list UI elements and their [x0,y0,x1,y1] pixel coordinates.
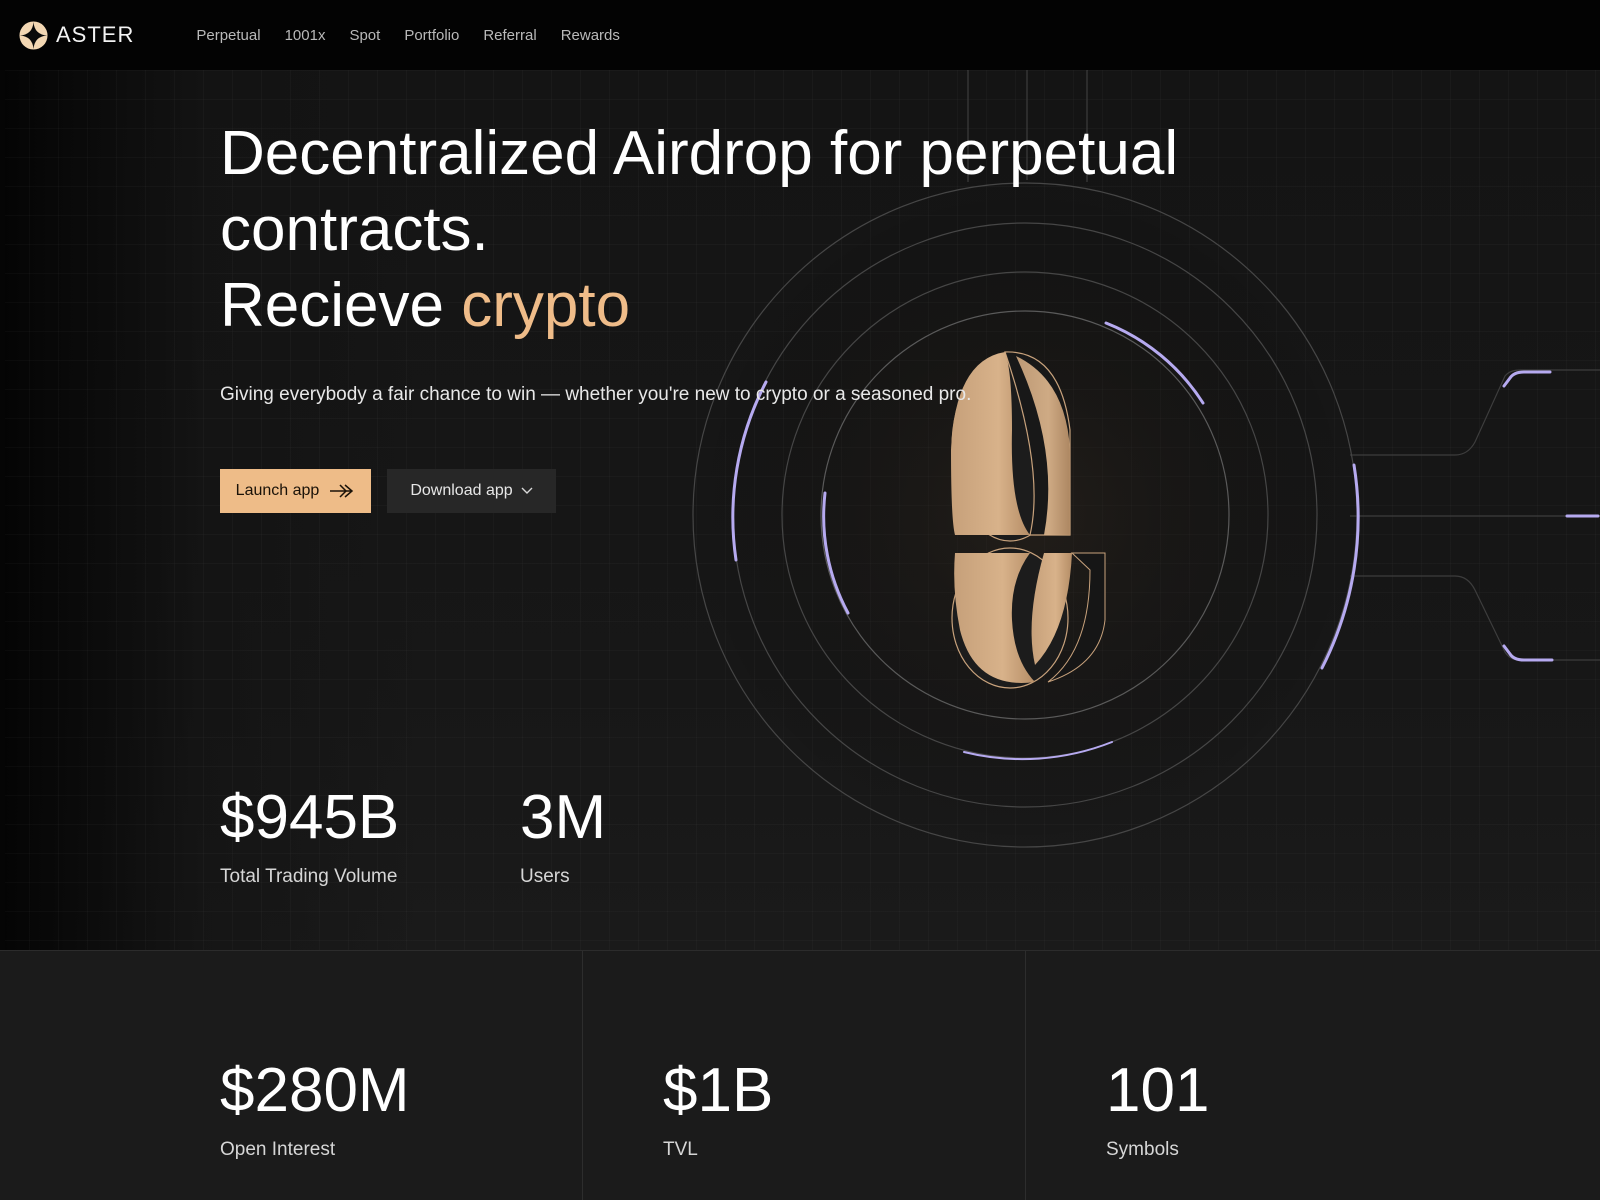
left-edge-shadow [0,70,5,1200]
stat-open-interest-label: Open Interest [220,1139,336,1160]
hero-subtitle: Giving everybody a fair chance to win — … [220,384,972,405]
stats-strip [0,950,1600,1200]
brand[interactable]: ASTER [19,20,135,50]
nav-link-spot[interactable]: Spot [349,26,381,44]
launch-app-label: Launch app [235,482,320,499]
stat-users-value: 3M [520,783,607,852]
stat-volume-label: Total Trading Volume [220,866,398,887]
nav-link-portfolio[interactable]: Portfolio [404,26,460,44]
headline-accent: crypto [461,271,631,340]
nav-link-rewards[interactable]: Rewards [560,26,620,44]
stat-tvl-value: $1B [663,1056,774,1125]
brand-name: ASTER [56,22,135,47]
headline-line-2: contracts. [220,195,489,264]
nav-link-referral[interactable]: Referral [483,26,537,44]
stat-tvl-label: TVL [663,1139,698,1160]
stat-open-interest-value: $280M [220,1056,410,1125]
arrow-right-icon [330,484,354,498]
top-navbar: ASTER Perpetual 1001x Spot Portfolio Ref… [0,0,1600,70]
launch-app-button[interactable]: Launch app [220,469,371,513]
nav-links: Perpetual 1001x Spot Portfolio Referral … [196,27,644,44]
download-app-label: Download app [410,482,513,499]
hero-headline: Decentralized Airdrop for perpetual cont… [220,116,1280,344]
strip-divider [582,951,583,1200]
nav-link-perpetual[interactable]: Perpetual [196,26,261,44]
chevron-down-icon [521,487,533,494]
aster-logo-icon [19,20,48,50]
stat-users-label: Users [520,866,570,887]
nav-link-1001x[interactable]: 1001x [284,26,326,44]
headline-line-1: Decentralized Airdrop for perpetual [220,119,1179,188]
download-app-button[interactable]: Download app [387,469,556,513]
headline-line-3-prefix: Recieve [220,271,462,340]
stat-volume-value: $945B [220,783,400,852]
stat-symbols-label: Symbols [1106,1139,1179,1160]
stat-symbols-value: 101 [1106,1056,1210,1125]
strip-divider [1025,951,1026,1200]
